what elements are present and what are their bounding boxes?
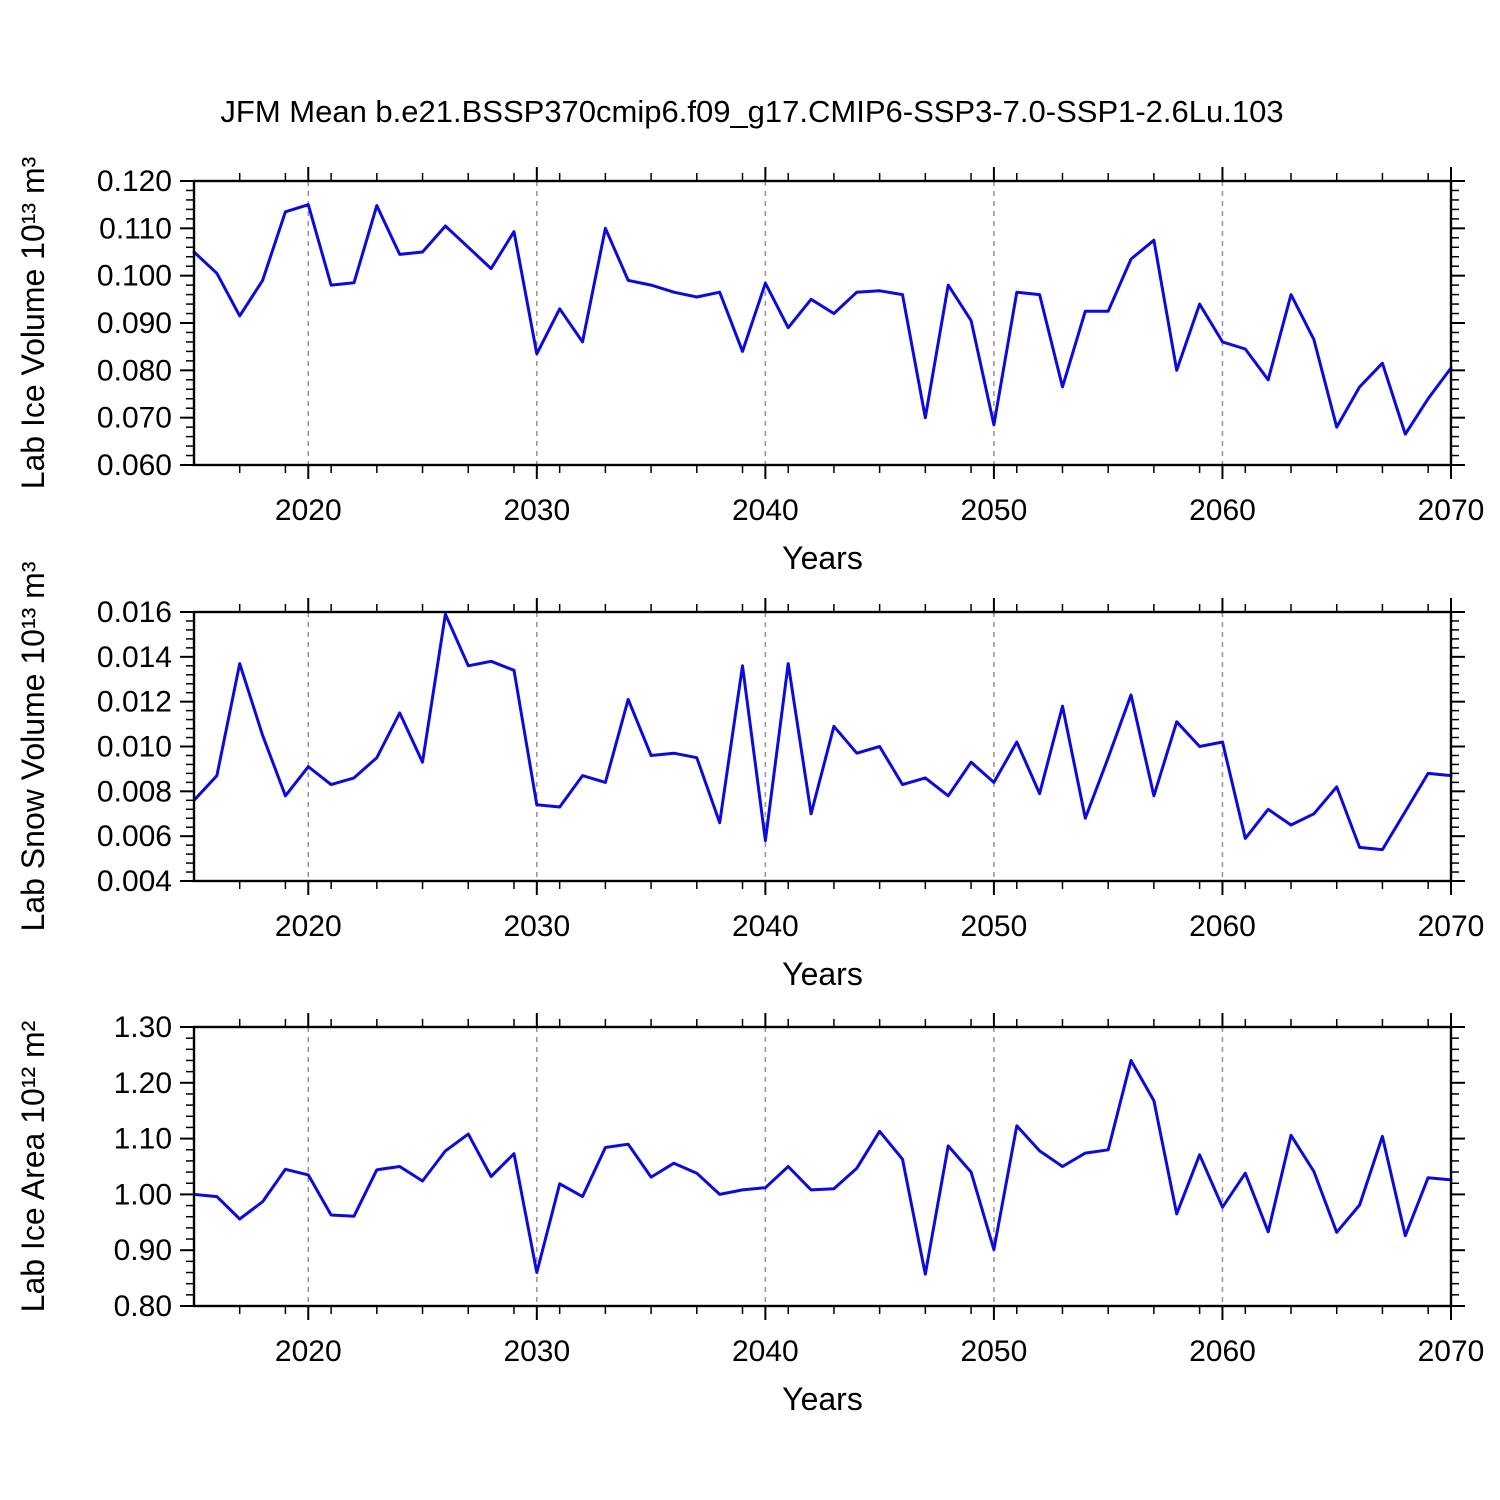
y-tick-label: 0.016 xyxy=(97,596,172,629)
y-tick-label: 1.00 xyxy=(114,1178,172,1211)
y-tick-label: 0.090 xyxy=(97,307,172,340)
series-line xyxy=(192,1059,1453,1276)
decade-gridlines xyxy=(307,1027,1224,1306)
chart-title: JFM Mean b.e21.BSSP370cmip6.f09_g17.CMIP… xyxy=(220,94,1283,129)
x-tick-label: 2020 xyxy=(275,1335,342,1368)
y-tick-label: 1.10 xyxy=(114,1123,172,1156)
x-tick-label: 2070 xyxy=(1418,910,1485,943)
y-tick-label: 0.110 xyxy=(99,212,172,245)
y-axis-title: Lab Ice Area 10¹² m² xyxy=(15,1020,51,1312)
y-tick-label: 0.012 xyxy=(97,686,172,719)
y-tick-label: 0.90 xyxy=(114,1234,172,1267)
axis-frame xyxy=(192,610,1453,883)
x-tick-label: 2070 xyxy=(1418,1335,1485,1368)
x-tick-label: 2060 xyxy=(1189,494,1256,527)
y-tick-label: 0.070 xyxy=(97,402,172,435)
x-tick-label: 2030 xyxy=(503,910,570,943)
y-tick-label: 0.100 xyxy=(97,260,172,293)
axis-frame xyxy=(192,179,1453,467)
x-tick-label: 2060 xyxy=(1189,910,1256,943)
x-tick-label: 2060 xyxy=(1189,1335,1256,1368)
y-tick-label: 1.20 xyxy=(114,1067,172,1100)
panel-lab-ice-area: 0.80 0.90 1.00 1.10 1.20 1.30 2020 2030 2040 2050… xyxy=(15,1011,1484,1417)
x-axis-title: Years xyxy=(782,956,863,992)
x-tick-label: 2040 xyxy=(732,910,799,943)
x-tick-labels: 2020 2030 2040 2050 2060 2070 xyxy=(275,494,1484,527)
y-tick-label: 0.014 xyxy=(97,641,172,674)
x-axis-title: Years xyxy=(782,540,863,576)
x-tick-label: 2030 xyxy=(503,1335,570,1368)
x-tick-label: 2030 xyxy=(503,494,570,527)
y-tick-labels: 0.004 0.006 0.008 0.010 0.012 0.014 0.016 xyxy=(97,596,172,898)
x-tick-label: 2050 xyxy=(961,494,1028,527)
axis-ticks xyxy=(180,167,1465,479)
y-axis-title: Lab Ice Volume 10¹³ m³ xyxy=(15,156,51,489)
x-tick-label: 2020 xyxy=(275,494,342,527)
x-axis-title: Years xyxy=(782,1381,863,1417)
y-tick-label: 1.30 xyxy=(114,1011,172,1044)
y-tick-label: 0.004 xyxy=(97,865,172,898)
x-tick-label: 2070 xyxy=(1418,494,1485,527)
y-tick-label: 0.010 xyxy=(97,731,172,764)
x-tick-label: 2050 xyxy=(961,1335,1028,1368)
y-tick-label: 0.120 xyxy=(97,165,172,198)
axis-frame xyxy=(192,1025,1453,1308)
y-tick-label: 0.80 xyxy=(114,1290,172,1323)
x-tick-labels: 2020 2030 2040 2050 2060 2070 xyxy=(275,910,1484,943)
series-line xyxy=(192,612,1453,852)
y-axis-title: Lab Snow Volume 10¹³ m³ xyxy=(15,561,51,931)
y-tick-label: 0.008 xyxy=(97,775,172,808)
series-line xyxy=(192,203,1453,436)
x-tick-label: 2040 xyxy=(732,1335,799,1368)
y-tick-label: 0.006 xyxy=(97,820,172,853)
y-tick-labels: 0.060 0.070 0.080 0.090 0.100 0.110 0.120 xyxy=(97,165,172,482)
x-tick-label: 2040 xyxy=(732,494,799,527)
x-tick-labels: 2020 2030 2040 2050 2060 2070 xyxy=(275,1335,1484,1368)
axis-ticks xyxy=(180,598,1465,895)
decade-gridlines xyxy=(307,181,1224,465)
axis-ticks xyxy=(180,1013,1465,1320)
y-tick-label: 0.080 xyxy=(97,354,172,387)
x-tick-label: 2020 xyxy=(275,910,342,943)
y-tick-labels: 0.80 0.90 1.00 1.10 1.20 1.30 xyxy=(114,1011,172,1323)
y-tick-label: 0.060 xyxy=(97,449,172,482)
x-tick-label: 2050 xyxy=(961,910,1028,943)
